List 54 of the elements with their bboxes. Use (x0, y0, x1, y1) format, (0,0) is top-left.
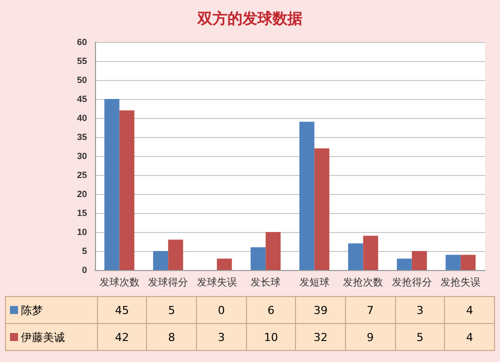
bar (460, 254, 476, 270)
bar (119, 110, 134, 270)
x-tick-label: 发抢次数 (343, 276, 384, 288)
data-label: 3 (196, 324, 246, 350)
bar (396, 258, 412, 270)
bar (314, 148, 330, 270)
bar (153, 251, 168, 270)
bar (412, 251, 427, 270)
data-label: 4 (444, 324, 494, 350)
bar (104, 99, 120, 270)
x-tick-label: 发球失误 (196, 276, 237, 288)
y-tick-label: 30 (76, 151, 87, 161)
y-tick-label: 20 (76, 189, 87, 199)
bar (299, 122, 314, 270)
y-tick-label: 45 (76, 94, 87, 104)
y-tick-label: 0 (82, 265, 87, 275)
x-tick-label: 发球次数 (99, 276, 140, 288)
y-tick-label: 40 (76, 113, 87, 123)
legend-label: 伊藤美诚 (6, 324, 98, 350)
chart-title: 双方的发球数据 (196, 10, 302, 28)
data-label: 9 (345, 324, 396, 350)
x-tick-label: 发抢失误 (440, 276, 481, 288)
y-tick-label: 5 (82, 246, 87, 256)
data-label: 7 (345, 296, 396, 324)
data-label: 0 (196, 296, 246, 324)
data-label: 5 (146, 296, 196, 324)
data-label: 10 (246, 324, 296, 350)
y-tick-label: 55 (76, 56, 87, 66)
y-tick-label: 25 (76, 170, 87, 180)
x-tick-label: 发长球 (250, 276, 281, 288)
y-tick-label: 50 (76, 75, 87, 85)
bar (266, 232, 281, 270)
data-label: 3 (395, 296, 445, 324)
data-label: 42 (97, 324, 147, 350)
bar (216, 258, 232, 270)
legend-label: 陈梦 (6, 296, 98, 324)
bar (363, 236, 378, 270)
bar (446, 254, 461, 270)
x-tick-label: 发球得分 (148, 276, 188, 288)
data-label: 6 (246, 296, 296, 324)
y-tick-label: 35 (76, 132, 87, 142)
x-tick-label: 发短球 (299, 276, 330, 288)
data-label: 39 (296, 296, 346, 324)
bar (168, 240, 184, 270)
data-label: 4 (444, 296, 494, 324)
data-label: 5 (395, 324, 445, 350)
bar (250, 247, 266, 270)
y-tick-label: 15 (76, 208, 87, 218)
data-label: 32 (296, 324, 346, 350)
y-tick-label: 60 (76, 37, 87, 47)
bar (348, 243, 364, 270)
y-tick-label: 10 (76, 227, 87, 237)
data-label: 8 (146, 324, 196, 350)
x-tick-label: 发抢得分 (392, 276, 432, 288)
